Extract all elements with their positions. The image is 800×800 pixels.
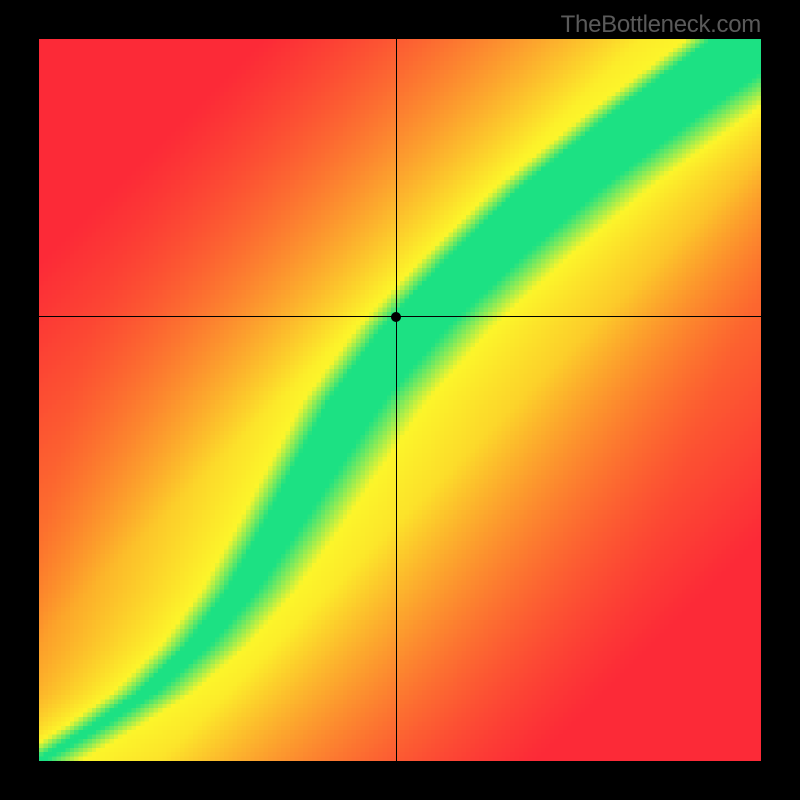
heatmap-plot (39, 39, 761, 761)
watermark-text: TheBottleneck.com (561, 11, 761, 39)
crosshair-vertical (396, 39, 397, 761)
heatmap-canvas (39, 39, 761, 761)
